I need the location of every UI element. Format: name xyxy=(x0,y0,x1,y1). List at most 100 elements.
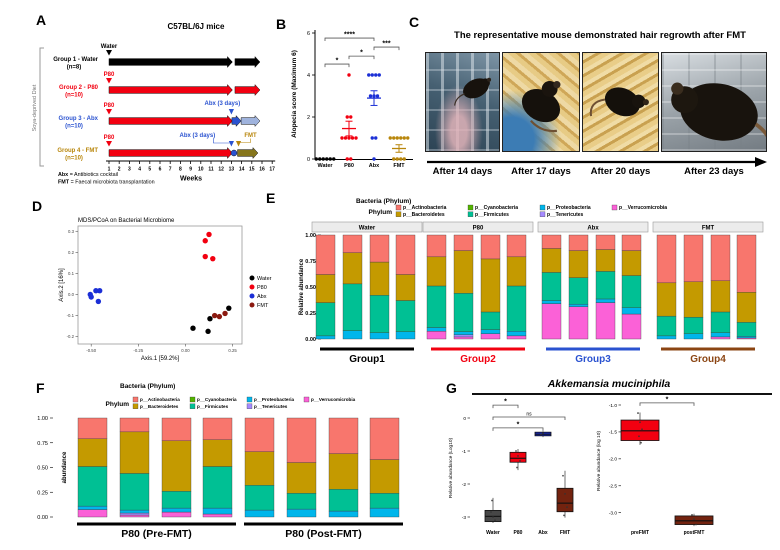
legend-swatch xyxy=(189,403,196,409)
x-category-label: P80 xyxy=(514,530,523,536)
bar-segment xyxy=(480,258,501,313)
legend-label: p__Actinobacteria xyxy=(403,205,447,211)
week-tick-label: 6 xyxy=(159,167,162,173)
bar-segment xyxy=(595,234,616,250)
data-point xyxy=(399,136,403,140)
sig-label: *** xyxy=(382,41,390,48)
data-point xyxy=(374,73,378,77)
x-category-label: Abx xyxy=(538,530,548,536)
bar-segment xyxy=(369,417,400,460)
data-point xyxy=(93,287,99,294)
bar-segment xyxy=(119,417,150,433)
bar-segment xyxy=(161,440,192,492)
x-tick-label: 0.00 xyxy=(181,348,190,353)
legend-title: Phylum xyxy=(106,401,130,408)
jitter-point xyxy=(566,506,568,508)
bar-segment xyxy=(710,336,731,340)
mouse-body xyxy=(604,87,640,117)
mouse-body xyxy=(680,83,758,141)
bar-segment xyxy=(621,307,642,315)
timeline-arrow xyxy=(234,83,261,97)
data-point xyxy=(370,73,374,77)
jitter-point xyxy=(639,421,641,424)
bar-segment xyxy=(286,417,317,463)
data-point xyxy=(314,157,318,161)
panel-g-title: Akkemansia muciniphila xyxy=(547,378,671,390)
week-tick-label: 13 xyxy=(229,167,235,173)
panel-g-boxplots: 0 -1 -2 -3 Relative abundance (Log10) Water P8… xyxy=(448,396,714,536)
panel-a-label: A xyxy=(36,12,47,28)
panel-g-label: G xyxy=(446,380,457,396)
legend-label: p__Cyanobacteria xyxy=(197,397,237,402)
bar-segment xyxy=(736,336,757,339)
start-marker-label: P80 xyxy=(104,72,115,78)
data-point xyxy=(395,136,399,140)
legend-label: p__Firmicutes xyxy=(197,404,229,409)
data-point xyxy=(332,157,336,161)
bar-segment xyxy=(683,234,704,282)
data-point xyxy=(207,316,213,322)
photo-caption: After 17 days xyxy=(511,166,571,177)
data-point xyxy=(349,115,353,119)
bar-segment xyxy=(506,285,527,332)
bar-segment xyxy=(656,335,677,340)
legend-label: Abx xyxy=(257,294,267,300)
bar-segment xyxy=(453,336,474,340)
legend-label: p__Bacteroidetes xyxy=(403,212,445,218)
bar-segment xyxy=(480,311,501,330)
bar-segment xyxy=(119,473,150,511)
abx-connector xyxy=(213,138,231,144)
bar-segment xyxy=(119,512,150,516)
y-tick-label: 0.1 xyxy=(68,271,75,276)
data-point xyxy=(347,73,351,77)
footnote: FMT = Faecal microbiota transplantation xyxy=(58,180,155,186)
timeline-arrow xyxy=(108,114,233,128)
week-tick-label: 9 xyxy=(189,167,192,173)
bar-segment xyxy=(710,234,731,281)
y-axis-label: Relative abundance xyxy=(299,258,305,315)
abx-annotation: Abx (3 days) xyxy=(180,133,216,139)
bar-segment xyxy=(286,508,317,518)
data-point xyxy=(374,136,378,140)
start-marker-triangle xyxy=(106,141,112,147)
group-label: Group4 xyxy=(690,354,726,365)
bar-segment xyxy=(369,234,390,263)
panel-g-title-underline xyxy=(472,393,772,395)
legend-swatch xyxy=(539,204,546,211)
data-point xyxy=(340,136,344,140)
facet-strip-label: P80 xyxy=(473,226,484,232)
data-point xyxy=(372,157,376,161)
panel-d-pcoa-plot: MDS/PCoA on Bacterial Microbiome -0.50 -0.… xyxy=(59,218,272,362)
bar-segment xyxy=(395,331,416,340)
jitter-point xyxy=(563,514,565,517)
y-tick-label: 1.00 xyxy=(37,416,48,422)
bar-segment xyxy=(480,329,501,334)
bar-segment xyxy=(119,509,150,514)
y-axis-label: Relative abundance (Log10) xyxy=(448,437,454,498)
timeline-arrow xyxy=(108,146,233,160)
box xyxy=(509,451,527,463)
y-tick-label: -1.5 xyxy=(609,430,618,436)
panel-e-label: E xyxy=(266,190,276,206)
legend-dot xyxy=(249,302,255,308)
timeline-arrow xyxy=(234,55,261,69)
bar-segment xyxy=(77,509,108,518)
facet-strip xyxy=(311,221,423,233)
panel-e-phylum-stacked-bars: Bacteria (Phylum) Phylum p__Actinobacteria… xyxy=(299,198,764,365)
panel-f-phylum-stacked-bars: Bacteria (Phylum) Phylum p__Actinobacteria… xyxy=(37,383,403,540)
sig-bracket xyxy=(348,55,375,60)
bar-segment xyxy=(244,417,275,452)
bar-segment xyxy=(77,438,108,467)
jitter-point xyxy=(517,455,519,457)
bar-segment xyxy=(315,234,336,275)
group-n: (n=10) xyxy=(65,156,83,162)
bar-segment xyxy=(595,298,616,303)
data-point xyxy=(399,157,403,161)
y-tick-label: 2 xyxy=(307,115,310,121)
x-category-label: Water xyxy=(486,530,500,536)
bar-segment xyxy=(656,315,677,337)
fmt-triangle xyxy=(235,141,242,147)
sig-label: **** xyxy=(344,32,355,39)
mouse-ear xyxy=(671,82,684,95)
